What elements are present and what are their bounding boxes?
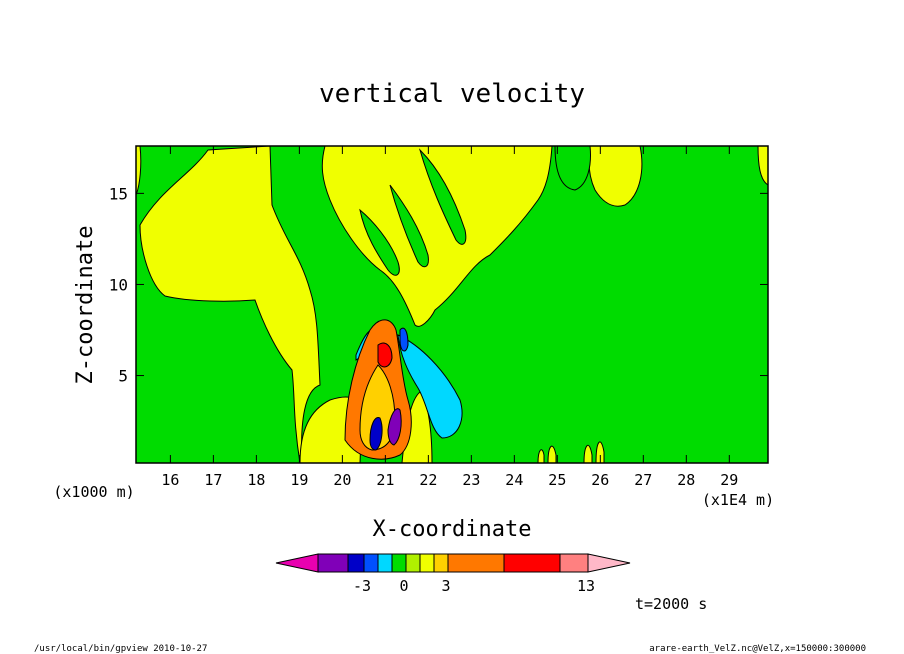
region-positive-center [321, 146, 553, 327]
colorbar-segment [559, 553, 589, 573]
footer-right: arare-earth_VelZ.nc@VelZ,x=150000:300000 [649, 644, 866, 654]
y-tick-label: 15 [109, 184, 128, 203]
colorbar-segment [347, 553, 365, 573]
x-tick-label: 25 [548, 471, 566, 489]
colorbar-tick-label: 0 [399, 577, 408, 595]
footer-left: /usr/local/bin/gpview 2010-10-27 [34, 644, 207, 654]
y-axis-label: Z-coordinate [73, 226, 98, 385]
colorbar-arrow-right [587, 553, 631, 573]
colorbar-tick-label: 13 [577, 577, 595, 595]
region-edge-right [757, 146, 768, 186]
colorbar-segment [503, 553, 561, 573]
x-tick-label: 16 [161, 471, 179, 489]
x-tick-label: 20 [333, 471, 351, 489]
plot-frame [135, 145, 769, 464]
colorbar-segment [317, 553, 349, 573]
region-zero-tongue3 [418, 148, 467, 245]
time-label: t=2000 s [635, 595, 707, 613]
colorbar-segment [391, 553, 407, 573]
colorbar-labels: -3 0 3 13 [353, 577, 595, 595]
chart-title: vertical velocity [319, 79, 585, 109]
colorbar-segment [377, 553, 393, 573]
blob-1 [537, 449, 545, 463]
x-axis-ticks: 16 17 18 19 20 21 22 23 24 25 26 27 28 29 [161, 146, 738, 489]
x-tick-label: 18 [247, 471, 265, 489]
y-tick-label: 10 [109, 275, 128, 294]
x-tick-label: 26 [591, 471, 609, 489]
region-updraft-max [377, 342, 393, 368]
x-tick-label: 24 [505, 471, 523, 489]
x-tick-label: 29 [720, 471, 738, 489]
region-zero-tongue2 [389, 184, 429, 268]
colorbar-tick-label: -3 [353, 577, 371, 595]
x-tick-label: 22 [419, 471, 437, 489]
colorbar-arrow-left [275, 553, 319, 573]
region-downdraft-core2 [387, 408, 402, 446]
colorbar-segment [363, 553, 379, 573]
x-tick-label: 23 [462, 471, 480, 489]
x-unit-label: (x1E4 m) [702, 491, 774, 509]
region-zero-top-right [554, 146, 591, 191]
region-zero-tongue [359, 208, 400, 276]
y-axis-ticks: 5 10 15 [109, 184, 768, 386]
colorbar-segment [447, 553, 505, 573]
x-tick-label: 28 [677, 471, 695, 489]
x-axis-label: X-coordinate [373, 517, 532, 542]
y-tick-label: 5 [118, 367, 128, 386]
colorbar-segment [419, 553, 435, 573]
region-negative-weak [397, 334, 463, 439]
colorbar [275, 553, 631, 573]
region-downdraft-core [369, 416, 383, 451]
x-tick-label: 27 [634, 471, 652, 489]
blob-3 [583, 444, 593, 463]
region-neg-small [399, 327, 409, 352]
colorbar-segment [405, 553, 421, 573]
colorbar-segment [433, 553, 449, 573]
y-unit-label: (x1000 m) [53, 483, 134, 501]
x-tick-label: 17 [204, 471, 222, 489]
blob-4 [595, 441, 605, 463]
contour-field [136, 146, 768, 463]
x-tick-label: 19 [290, 471, 308, 489]
x-tick-label: 21 [376, 471, 394, 489]
blob-2 [547, 445, 557, 463]
colorbar-tick-label: 3 [441, 577, 450, 595]
